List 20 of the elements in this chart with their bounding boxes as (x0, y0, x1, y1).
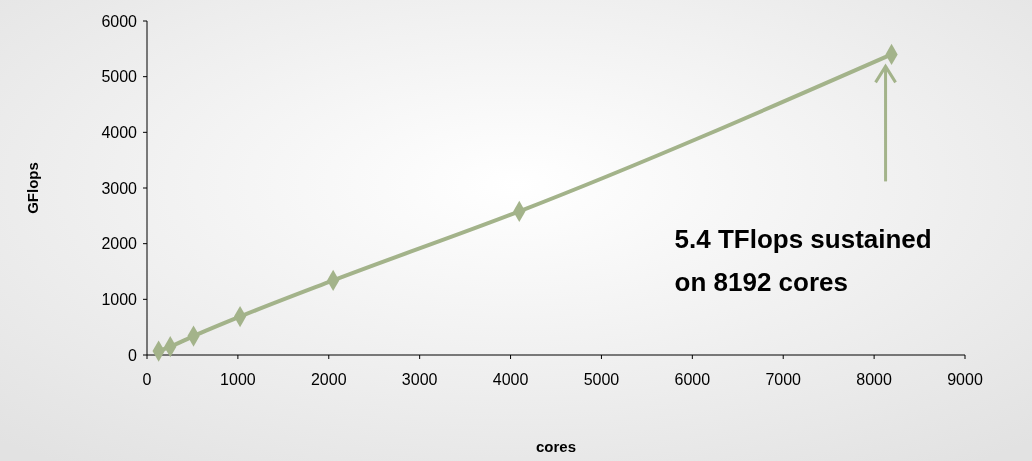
x-tick-label: 2000 (310, 371, 347, 388)
y-axis-title: GFlops (24, 162, 41, 214)
annotation: 5.4 TFlops sustained on 8192 cores (674, 224, 932, 298)
x-tick-label: 9000 (947, 371, 983, 388)
y-tick-label: 4000 (101, 123, 138, 141)
x-tick-label: 7000 (765, 371, 802, 388)
y-tick-label: 2000 (101, 235, 138, 253)
x-tick-label: 5000 (583, 371, 620, 388)
x-tick-label: 0 (142, 371, 152, 388)
x-tick-label: 8000 (856, 371, 893, 388)
x-axis-title: cores (535, 438, 577, 455)
y-tick-label: 1000 (101, 290, 138, 308)
y-tick-label: 5000 (101, 68, 138, 86)
x-tick-label: 6000 (674, 371, 711, 388)
x-tick-label: 4000 (492, 371, 529, 388)
x-tick-label: 1000 (220, 371, 256, 388)
y-tick-label: 0 (128, 346, 138, 364)
y-tick-label: 6000 (101, 12, 138, 30)
x-tick-label: 3000 (401, 371, 438, 388)
y-tick-label: 3000 (101, 179, 138, 197)
